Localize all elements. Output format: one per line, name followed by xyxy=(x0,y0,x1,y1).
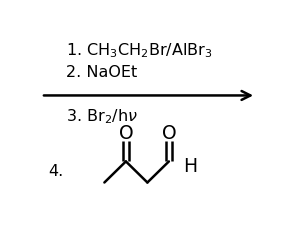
Text: O: O xyxy=(119,124,133,143)
Text: 2. NaOEt: 2. NaOEt xyxy=(66,65,137,80)
Text: O: O xyxy=(161,124,176,143)
Text: 4.: 4. xyxy=(48,164,63,179)
Text: 1. CH$_3$CH$_2$Br/AlBr$_3$: 1. CH$_3$CH$_2$Br/AlBr$_3$ xyxy=(66,41,212,60)
Text: H: H xyxy=(183,157,197,175)
Text: 3. Br$_2$/h$\nu$: 3. Br$_2$/h$\nu$ xyxy=(66,107,138,126)
